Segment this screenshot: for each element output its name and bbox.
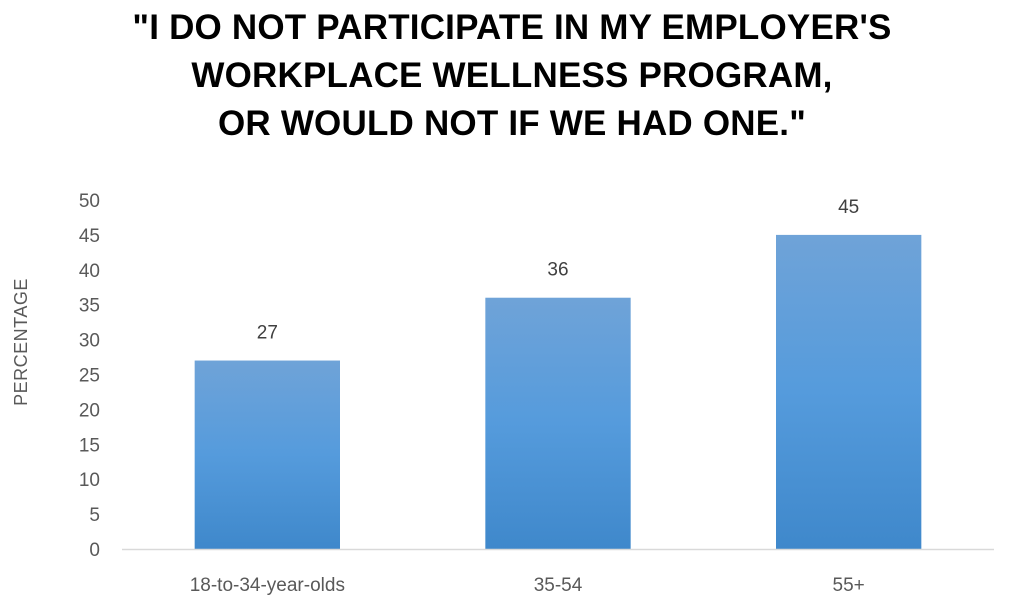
bars: [194, 234, 922, 549]
y-tick-label: 40: [79, 261, 100, 282]
y-tick-label: 25: [79, 366, 100, 387]
y-tick-label: 10: [79, 470, 100, 491]
y-tick-label: 35: [79, 296, 100, 317]
bar: [194, 360, 340, 549]
data-label: 36: [547, 260, 568, 281]
bar: [776, 234, 922, 549]
y-tick-label: 45: [79, 226, 100, 247]
data-label: 27: [257, 323, 278, 344]
y-axis-title: PERCENTAGE: [11, 278, 31, 406]
x-axis-labels: 18-to-34-year-olds 35-54 55+: [190, 575, 865, 596]
chart-title-line-2: WORKPLACE WELLNESS PROGRAM,: [191, 56, 833, 95]
chart-title-line-3: OR WOULD NOT IF WE HAD ONE.": [218, 104, 806, 143]
x-tick-label: 55+: [833, 575, 865, 596]
y-tick-label: 0: [89, 540, 100, 561]
y-tick-label: 5: [89, 505, 100, 526]
y-axis-ticks: 0 5 10 15 20 25 30 35 40 45 50: [79, 191, 100, 561]
y-tick-label: 15: [79, 435, 100, 456]
data-labels: 27 36 45: [257, 197, 859, 344]
y-tick-label: 30: [79, 331, 100, 352]
x-tick-label: 18-to-34-year-olds: [190, 575, 345, 596]
bar: [485, 297, 631, 549]
chart-title-line-1: "I DO NOT PARTICIPATE IN MY EMPLOYER'S: [132, 8, 892, 47]
y-tick-label: 50: [79, 191, 100, 212]
data-label: 45: [838, 197, 859, 218]
y-tick-label: 20: [79, 400, 100, 421]
x-tick-label: 35-54: [534, 575, 583, 596]
